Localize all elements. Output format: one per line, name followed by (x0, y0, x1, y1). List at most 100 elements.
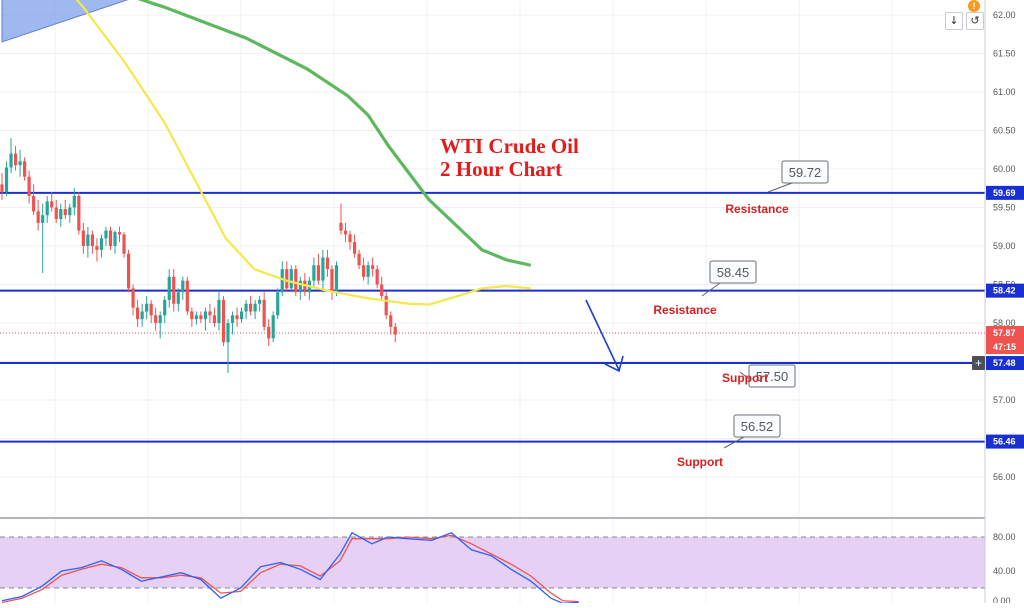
price-tick-label: 61.00 (993, 87, 1016, 97)
candle-body (176, 292, 180, 304)
candle-body (136, 307, 140, 320)
callout-value: 56.52 (741, 419, 774, 434)
axis-level-tag (986, 356, 1024, 371)
candle-body (339, 222, 343, 231)
price-tick-label: 56.00 (993, 472, 1016, 482)
candle-body (13, 153, 18, 166)
candle-body (371, 265, 375, 270)
candle-body (325, 257, 330, 270)
crosshair-icon: + (975, 356, 982, 370)
moving-averages (75, 0, 532, 306)
annotations: 59.72Resistance58.45Resistance57.50Suppo… (585, 160, 829, 469)
candle-body (352, 242, 357, 254)
candle-body (230, 315, 235, 323)
candle-body (253, 303, 257, 312)
candle-body (140, 311, 144, 320)
oscillator-tick-label: 0.00 (993, 596, 1011, 603)
moving-average-yellow (75, 0, 531, 306)
candle-body (81, 230, 85, 246)
callout-value: 58.45 (717, 265, 750, 280)
candle-body (280, 269, 284, 293)
candle-body (271, 315, 275, 339)
candle-body (185, 280, 189, 312)
candle-body (285, 269, 289, 289)
candle-body (77, 195, 81, 231)
candle-body (226, 323, 230, 343)
candle-body (334, 265, 339, 293)
level-caption: Support (677, 455, 723, 469)
candle-body (163, 299, 167, 316)
callout-box (733, 414, 781, 438)
callout-box (781, 160, 829, 184)
candle-body (86, 234, 90, 246)
chart-title-line2: 2 Hour Chart (440, 157, 562, 181)
download-icon[interactable]: ↓ (945, 12, 963, 30)
oscillator-tick-label: 80.00 (993, 532, 1016, 542)
candle-body (212, 315, 217, 323)
candle-body (113, 232, 117, 246)
callout-pointer (723, 436, 745, 449)
current-price-tag (986, 326, 1024, 341)
alert-icon[interactable]: ! (968, 0, 980, 12)
candle-body (9, 153, 13, 168)
callout-value: 59.72 (789, 165, 822, 180)
candle-body (36, 211, 40, 223)
candle-body (72, 195, 76, 208)
axis-level-tag (986, 185, 1024, 200)
moving-average-green (137, 0, 532, 267)
candle-body (54, 207, 58, 220)
candle-body (131, 288, 135, 308)
candle-body (172, 276, 176, 304)
candle-body (63, 209, 67, 216)
price-tick-label: 58.00 (993, 318, 1016, 328)
candle-body (262, 299, 266, 327)
price-tick-label: 61.50 (993, 49, 1016, 59)
price-tick-label: 59.00 (993, 241, 1016, 251)
level-lines (0, 191, 985, 443)
candle-body (122, 234, 126, 254)
candle-body (59, 209, 63, 220)
candle-body (117, 232, 122, 235)
oscillator-band (0, 537, 985, 588)
oscillator-d-line (1, 534, 579, 604)
candle-body (108, 230, 113, 246)
candle-body (208, 311, 212, 316)
candle-body (393, 326, 397, 335)
candle-body (357, 253, 361, 266)
axis-level-tag (986, 283, 1024, 298)
candle-body (267, 326, 271, 339)
candle-body (4, 167, 9, 193)
candle-body (23, 161, 27, 177)
candle-body (50, 201, 54, 208)
candle-body (330, 269, 334, 293)
candle-body (321, 257, 325, 281)
axis-level-label: 56.46 (993, 437, 1016, 447)
candle-body (316, 265, 320, 281)
candle-body (167, 276, 171, 300)
candle-body (276, 292, 280, 316)
candle-body (194, 315, 198, 320)
grid (0, 0, 985, 603)
candle-body (258, 299, 262, 304)
candle-body (249, 303, 253, 312)
candle-body (217, 299, 221, 323)
oscillator-k-line (1, 531, 579, 604)
candle-body (244, 303, 248, 312)
candle-body (126, 253, 131, 289)
candle-body (362, 265, 366, 277)
undo-icon[interactable]: ↺ (966, 12, 984, 30)
axis-level-label: 57.48 (993, 358, 1016, 368)
candle-body (294, 269, 298, 293)
down-arrow-shaft (585, 299, 620, 371)
candle-body (190, 311, 194, 320)
callout-pointer (767, 182, 793, 193)
candle-body (203, 311, 207, 320)
candle-body (348, 234, 352, 243)
candle-body (235, 315, 239, 320)
candle-body (303, 280, 307, 293)
candle-body (41, 215, 45, 223)
candle-body (239, 311, 244, 320)
candle-body (32, 195, 36, 212)
